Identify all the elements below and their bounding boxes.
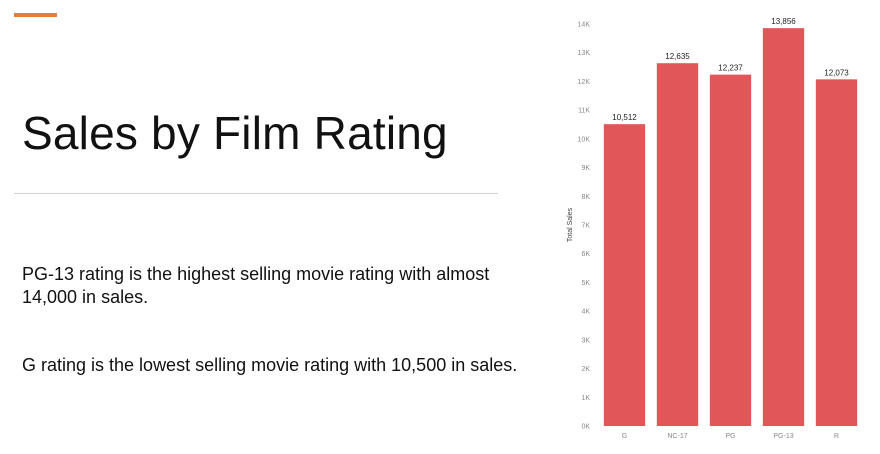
paragraph-lowest: G rating is the lowest selling movie rat… (22, 355, 518, 375)
x-tick-label: R (834, 433, 839, 440)
y-tick-label: 8K (581, 194, 590, 201)
y-tick-label: 9K (581, 165, 590, 172)
y-axis-label: Total Sales (567, 207, 574, 242)
y-tick-label: 11K (578, 108, 590, 115)
bar-r (815, 79, 858, 426)
y-tick-label: 2K (581, 366, 590, 373)
x-tick-label: NC-17 (667, 433, 687, 440)
y-tick-label: 7K (581, 223, 590, 230)
data-label: 12,237 (718, 64, 743, 73)
data-label: 13,856 (771, 17, 796, 26)
bar-nc-17 (656, 63, 699, 426)
x-tick-label: G (622, 433, 627, 440)
data-label: 12,073 (824, 68, 849, 77)
bar-g (603, 124, 646, 426)
y-tick-label: 0K (581, 424, 590, 431)
y-tick-label: 10K (578, 136, 591, 143)
paragraph-highest: PG-13 rating is the highest selling movi… (22, 264, 490, 307)
y-tick-label: 5K (581, 280, 590, 287)
slide-title: Sales by Film Rating (22, 107, 448, 159)
x-tick-label: PG (725, 433, 735, 440)
bar-pg-13 (762, 28, 805, 426)
bar-chart: 0K 1K 2K 3K 4K 5K 6K 7K 8K 9K 10K 11K 12K 13K 14K Total… (567, 17, 858, 440)
data-label: 12,635 (665, 52, 690, 61)
y-tick-label: 12K (578, 79, 591, 86)
y-tick-label: 13K (578, 50, 591, 57)
data-label: 10,512 (612, 113, 637, 122)
x-tick-label: PG-13 (773, 433, 793, 440)
accent-bar (14, 13, 57, 17)
title-divider (14, 193, 498, 194)
y-tick-label: 4K (581, 309, 590, 316)
bar-pg (709, 74, 752, 426)
y-tick-label: 6K (581, 251, 590, 258)
y-tick-label: 3K (581, 337, 590, 344)
y-tick-label: 14K (578, 22, 591, 29)
y-tick-label: 1K (581, 395, 590, 402)
